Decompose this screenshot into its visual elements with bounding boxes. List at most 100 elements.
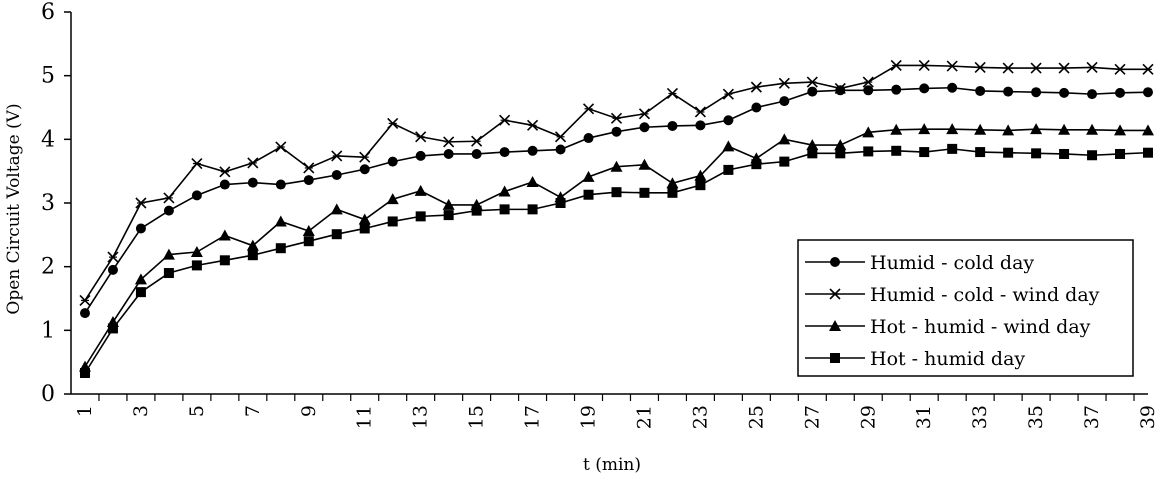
- data-point: [1058, 123, 1071, 135]
- data-point: [1030, 62, 1042, 74]
- data-point: [359, 151, 371, 163]
- data-point: [163, 205, 174, 216]
- data-point: [583, 189, 594, 200]
- data-point: [247, 177, 258, 188]
- data-point: [135, 223, 146, 234]
- data-point: [443, 136, 455, 148]
- x-tick-label: 31: [913, 405, 935, 429]
- series-3: [78, 123, 1154, 372]
- data-point: [275, 141, 287, 153]
- data-point: [779, 96, 790, 107]
- data-point: [498, 185, 511, 197]
- legend-marker: [829, 320, 841, 331]
- data-point: [946, 123, 959, 135]
- x-tick-label: 3: [130, 405, 152, 417]
- data-point: [247, 250, 258, 261]
- data-point: [723, 164, 734, 175]
- x-tick-label: 5: [186, 405, 208, 417]
- data-point: [834, 139, 847, 151]
- legend-label: Hot - humid - wind day: [870, 316, 1091, 338]
- data-point: [695, 180, 706, 191]
- data-point: [862, 76, 874, 88]
- data-point: [890, 123, 903, 135]
- data-point: [1087, 150, 1098, 161]
- data-point: [1002, 124, 1015, 136]
- data-point: [191, 190, 202, 201]
- data-point: [947, 82, 958, 93]
- data-point: [442, 198, 455, 210]
- data-point: [667, 120, 678, 131]
- x-tick-label: 21: [633, 405, 655, 429]
- data-point: [1059, 148, 1070, 159]
- x-tick-label: 11: [354, 405, 376, 429]
- data-point: [639, 122, 650, 133]
- data-point: [302, 225, 315, 237]
- data-point: [1031, 87, 1042, 98]
- series-2: [79, 59, 1154, 306]
- y-tick-label: 1: [41, 318, 55, 343]
- x-tick-label: 27: [801, 405, 823, 429]
- data-point: [414, 184, 427, 196]
- data-point: [779, 156, 790, 167]
- data-point: [387, 117, 399, 129]
- data-point: [947, 143, 958, 154]
- data-point: [582, 103, 595, 115]
- data-point: [499, 147, 510, 158]
- x-tick-label: 25: [745, 405, 767, 429]
- data-point: [359, 164, 370, 175]
- y-tick-label: 4: [41, 127, 55, 152]
- data-point: [778, 133, 791, 145]
- data-point: [358, 213, 371, 225]
- data-point: [975, 85, 986, 96]
- data-point: [1058, 62, 1070, 74]
- data-point: [863, 85, 874, 96]
- data-point: [1114, 63, 1126, 75]
- data-point: [555, 144, 566, 155]
- data-point: [79, 308, 90, 319]
- data-point: [79, 294, 91, 306]
- data-point: [835, 148, 846, 159]
- data-point: [1143, 147, 1153, 158]
- y-tick-label: 0: [41, 382, 55, 407]
- series-1: [79, 82, 1153, 319]
- data-point: [891, 145, 902, 156]
- x-tick-label: 33: [969, 405, 991, 429]
- data-point: [219, 255, 230, 266]
- data-point: [1115, 148, 1126, 159]
- data-point: [891, 84, 902, 95]
- data-point: [1087, 89, 1098, 100]
- data-point: [219, 166, 231, 178]
- data-point: [806, 139, 819, 151]
- legend: Humid - cold day Humid - cold - wind day H…: [797, 239, 1134, 377]
- data-point: [918, 59, 930, 72]
- y-tick-label: 5: [41, 64, 55, 89]
- data-point: [638, 108, 651, 120]
- legend-marker: [830, 257, 840, 267]
- x-tick-label: 39: [1137, 405, 1156, 429]
- data-point: [79, 367, 90, 378]
- data-point: [303, 236, 314, 247]
- legend-item: Hot - humid day: [805, 348, 1025, 370]
- legend-label: Humid - cold day: [870, 252, 1034, 274]
- data-point: [695, 120, 706, 131]
- x-axis-title: t (min): [583, 455, 641, 475]
- data-point: [890, 59, 902, 72]
- data-point: [583, 133, 594, 144]
- data-point: [610, 160, 623, 172]
- data-point: [191, 157, 203, 170]
- data-point: [359, 223, 370, 234]
- data-point: [694, 106, 706, 118]
- data-point: [1142, 63, 1154, 75]
- data-point: [1115, 87, 1126, 98]
- data-point: [975, 147, 986, 158]
- data-point: [834, 82, 846, 94]
- data-point: [162, 248, 175, 260]
- data-point: [807, 148, 818, 159]
- x-tick-label: 15: [466, 405, 488, 429]
- data-point: [778, 77, 790, 89]
- legend-item: Humid - cold day: [805, 252, 1034, 274]
- series-4: [79, 143, 1153, 378]
- data-point: [1142, 124, 1154, 136]
- data-point: [1086, 123, 1099, 135]
- data-point: [611, 187, 622, 198]
